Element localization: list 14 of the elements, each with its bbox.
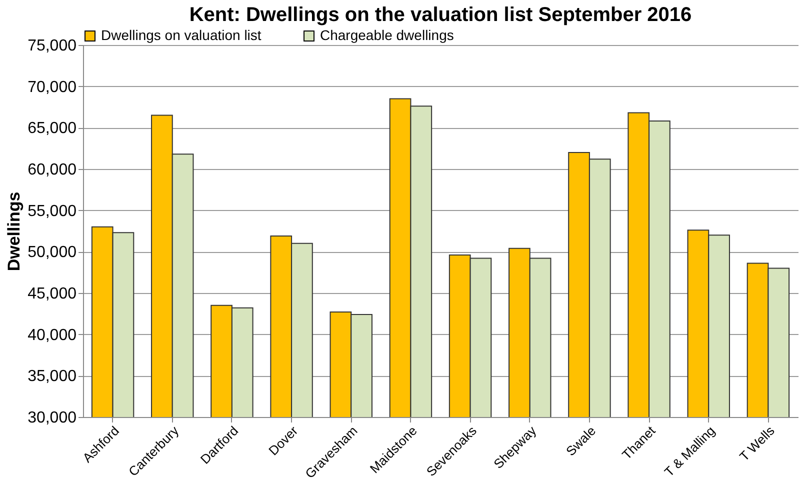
chart-title: Kent: Dwellings on the valuation list September 2016: [189, 4, 692, 26]
y-tick-label: 50,000: [28, 244, 77, 262]
y-tick-label: 60,000: [28, 162, 77, 178]
y-tick-label: 65,000: [28, 120, 77, 138]
y-tick-label: 45,000: [28, 286, 77, 302]
y-tick-label: 30,000: [28, 410, 77, 426]
y-tick-label: 40,000: [28, 326, 77, 344]
y-axis-title: Dwellings: [4, 192, 24, 272]
legend-label: Chargeable dwellings: [320, 27, 454, 43]
y-tick-label: 75,000: [28, 38, 77, 54]
y-tick-label: 70,000: [28, 78, 77, 96]
y-tick-label: 35,000: [28, 368, 77, 386]
y-tick-label: 55,000: [28, 202, 77, 220]
legend-label: Dwellings on valuation list: [101, 27, 262, 43]
